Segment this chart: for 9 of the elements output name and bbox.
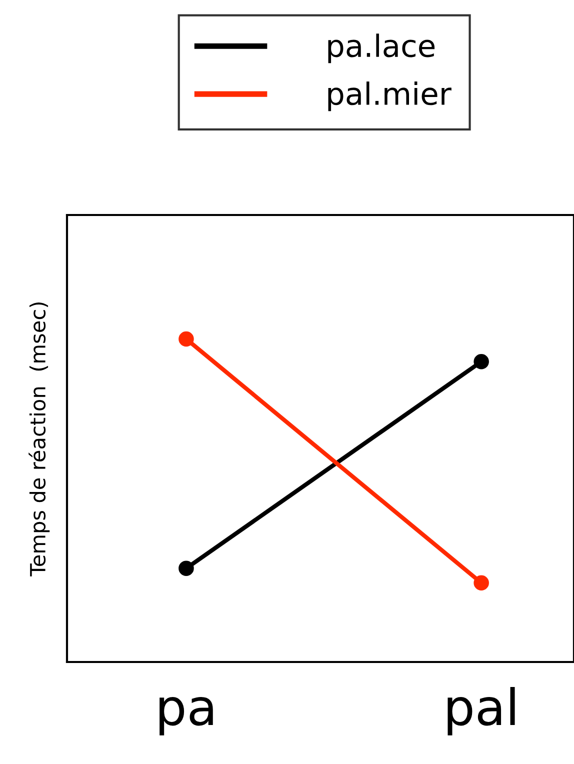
legend-label: pal.mier bbox=[328, 82, 452, 112]
point bbox=[178, 560, 194, 576]
x-tick-label: pa bbox=[160, 696, 213, 736]
point bbox=[474, 354, 489, 370]
legend-label: pa.lace bbox=[328, 34, 435, 64]
y-axis-title: Temps de réaction (msec) bbox=[28, 302, 50, 576]
point bbox=[474, 575, 489, 591]
point bbox=[178, 331, 194, 347]
x-tick-label: pal bbox=[448, 687, 515, 736]
